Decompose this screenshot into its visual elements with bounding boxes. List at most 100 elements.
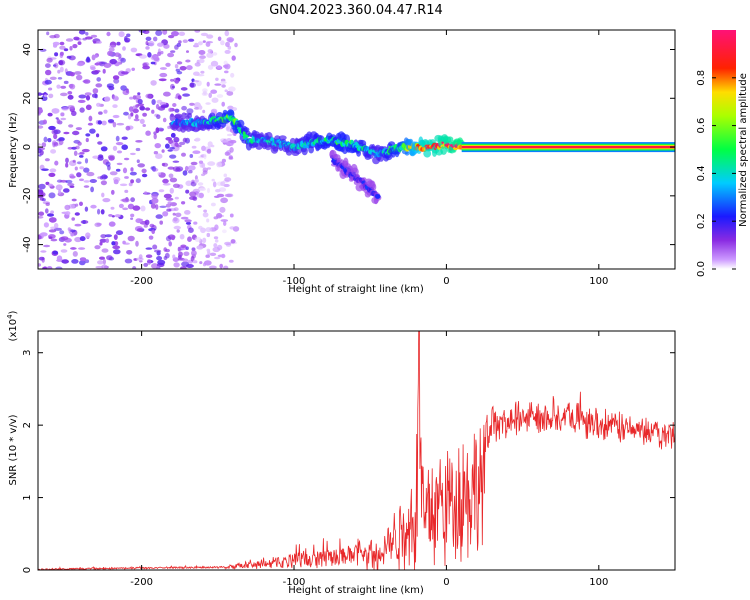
spectrogram-cell	[180, 216, 189, 220]
spectrogram-cell	[182, 93, 191, 97]
spectrogram-cell	[170, 142, 176, 147]
spectrogram-cell	[45, 208, 49, 214]
spectrogram-cell	[179, 234, 185, 240]
x-tick-label: 0	[443, 577, 449, 588]
spectrogram-cell	[188, 170, 193, 174]
spectrogram-cell	[97, 208, 101, 215]
snr-x-ticks: -200 -100 0 100	[130, 331, 608, 588]
spectrogram-cell	[185, 221, 192, 225]
spectrogram-cell	[165, 62, 171, 67]
spectrogram-cell	[113, 249, 121, 255]
spectrogram-cell	[67, 183, 75, 187]
spectrogram-cell	[47, 112, 53, 117]
spectrogram-cell	[159, 205, 167, 208]
spectrogram-cell	[38, 183, 46, 190]
spectrogram-cell	[198, 105, 203, 110]
spectrogram-cell	[38, 263, 42, 267]
spectrogram-cell	[84, 259, 90, 264]
spectrogram-cell	[115, 168, 121, 172]
spectrogram-cell	[139, 54, 147, 59]
spectrogram-cell	[116, 122, 125, 126]
spectrogram-cell	[213, 236, 219, 240]
spectrogram-cell	[147, 52, 152, 58]
spectrogram-cell	[151, 165, 157, 172]
spectrogram-cell	[145, 107, 151, 111]
spectrogram-cell	[226, 123, 231, 127]
spectrogram-cell	[205, 254, 210, 258]
spectrogram-cell	[99, 256, 105, 260]
spectrogram-cell	[168, 35, 175, 39]
spectrogram-cell	[215, 77, 219, 82]
spectrogram-cell	[188, 227, 194, 233]
spectrogram-cell	[207, 187, 210, 194]
spectrogram-cell	[189, 102, 195, 106]
spectrogram-cell	[76, 172, 82, 178]
spectrogram-cell	[50, 210, 54, 214]
spectrogram-cell	[131, 67, 135, 72]
spectrogram-cell	[206, 248, 211, 252]
spectrogram-cell	[85, 137, 89, 143]
spectrogram-cell	[145, 36, 152, 41]
spectrogram-cell	[160, 104, 169, 108]
spectrogram-cell	[96, 40, 102, 44]
spectrogram-cell	[101, 120, 107, 126]
spectrogram-cell	[142, 112, 148, 117]
spectrogram-cell	[210, 108, 218, 114]
spectrogram-cell	[110, 206, 115, 210]
spectrogram-cell	[272, 146, 279, 152]
spectrogram-cell	[181, 112, 187, 120]
spectrogram-cell	[89, 179, 98, 183]
spectrogram-cell	[112, 114, 120, 119]
spectrogram-cell	[119, 183, 128, 187]
spectrogram-cell	[136, 228, 143, 232]
spectrogram-cell	[229, 226, 235, 230]
spectrogram-cell	[75, 127, 82, 131]
spectrogram-cell	[100, 209, 105, 215]
spectrogram-cell	[163, 193, 172, 199]
spectrogram-cell	[67, 227, 71, 232]
spectrogram-cell	[127, 235, 135, 242]
spectrogram-cell	[167, 166, 175, 170]
spectrogram-cell	[197, 182, 204, 186]
spectrogram-cell	[63, 243, 67, 246]
spectrogram-cell	[174, 79, 179, 84]
spectrogram-cell	[155, 127, 160, 134]
spectrogram-cell	[45, 181, 50, 186]
spectrogram-cell	[72, 130, 80, 136]
spectrogram-cell	[115, 230, 124, 236]
spectrogram-cell	[216, 94, 224, 98]
spectrogram-cell	[167, 201, 172, 205]
y-tick-label: 1	[22, 494, 33, 500]
spectrogram-cell	[156, 266, 160, 269]
spectrogram-cell	[185, 189, 190, 194]
spectrogram-y-ticks: -40 -20 0 20 40	[22, 43, 675, 253]
spectrogram-cell	[182, 137, 188, 143]
spectrogram-cell	[113, 177, 121, 182]
spectrogram-cell	[182, 258, 189, 263]
spectrogram-cell	[206, 81, 210, 87]
spectrogram-cell	[224, 30, 230, 37]
spectrogram-cell	[198, 50, 206, 55]
spectrogram-cell	[150, 54, 159, 61]
spectrogram-cell	[165, 143, 170, 149]
spectrogram-cell	[184, 165, 189, 172]
x-tick-label: 100	[589, 276, 608, 287]
spectrogram-cell	[174, 64, 179, 69]
spectrogram-x-label: Height of straight line (km)	[288, 284, 424, 295]
spectrogram-cell	[181, 105, 188, 111]
spectrogram-cell	[124, 189, 129, 193]
spectrogram-cell	[114, 214, 121, 218]
spectrogram-cell	[228, 86, 236, 92]
spectrogram-cell	[214, 224, 219, 231]
spectrogram-cell	[130, 197, 136, 203]
spectrogram-cell	[130, 179, 135, 184]
spectrogram-cell	[79, 236, 86, 242]
colorbar-ticks: 0.0 0.2 0.4 0.6 0.8	[696, 70, 736, 277]
spectrogram-cell	[153, 36, 158, 42]
spectrogram-cell	[176, 229, 180, 233]
spectrogram-cell	[194, 236, 202, 242]
spectrogram-cell	[183, 251, 190, 257]
spectrogram-cell	[59, 45, 66, 50]
spectrogram-cell	[207, 49, 213, 54]
spectrogram-cell	[155, 153, 163, 159]
